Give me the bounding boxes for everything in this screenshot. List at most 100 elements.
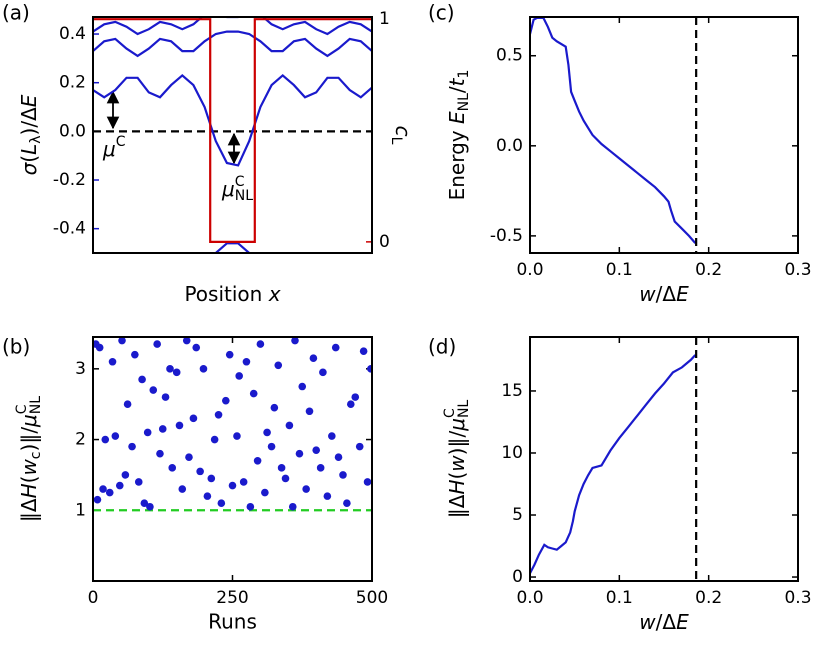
point [343,499,351,508]
point [134,478,143,486]
panel-label: (c) [428,1,455,25]
label-part: H [445,480,469,495]
point [182,337,191,345]
point [185,453,193,462]
label-part: L [388,137,404,145]
x-axis-label: Runs [208,610,257,634]
label-part: E [445,111,469,124]
point [192,343,201,352]
point [207,474,216,483]
y-tick-label: 1 [75,500,86,520]
x-axis-label: Position x [184,282,280,306]
label-part: ( [445,472,469,480]
point [196,467,204,476]
point [309,354,318,363]
y-tick-label: -0.5 [490,226,523,246]
y-axis-label: Energy ENL/t1 [445,70,473,201]
label-part: NL [456,400,472,418]
point [312,446,321,454]
label-part: NL [456,93,472,111]
label-part: w [445,455,469,472]
y-tick-label: 3 [75,359,86,379]
point [261,488,269,497]
x-tick-label: 250 [216,588,248,608]
label-part: 1 [456,70,472,79]
label-part: μ [102,137,116,161]
label-part: H [17,483,41,498]
x-tick-label: 0.2 [695,260,722,280]
point [217,499,226,508]
point [138,375,146,384]
label-part: ( [17,155,41,163]
point [156,449,164,458]
point [214,410,223,419]
point [128,442,136,451]
point [153,340,161,348]
point [274,361,283,370]
point [331,343,340,352]
point [146,502,154,511]
label-part: w [639,282,656,306]
label-part: / [445,86,469,93]
label-part: σ [17,161,41,175]
label-part: C [116,134,126,150]
line [93,17,372,36]
x-tick-label: 500 [356,588,388,608]
point [270,403,279,412]
point [256,340,265,348]
point [328,432,336,440]
x-tick-label: 0.1 [606,588,633,608]
line [93,73,372,167]
point [267,442,276,451]
frame [92,16,373,254]
point [93,495,102,504]
point [131,350,139,359]
point [235,372,243,380]
label-part: μ [445,418,469,432]
x-tick-label: 0.3 [784,260,811,280]
label-part: x [268,282,281,306]
line [93,30,372,58]
point [175,421,184,430]
point [302,485,310,493]
point [316,464,325,472]
label-part: ( [17,476,41,484]
frame [92,336,373,582]
y-tick-label: 0.5 [496,46,523,66]
point [168,464,177,472]
point [246,502,255,511]
y-axis-label: ‖ΔH(wc)‖/μNLC [14,396,44,522]
point [367,365,372,373]
y2-axis-label: cL [388,126,416,145]
y-tick-label: 0.0 [496,136,523,156]
x-tick-label: 0.3 [784,588,811,608]
point [263,428,271,437]
y2-tick-label: 1 [379,9,390,29]
label-part: /Δ [656,282,677,306]
label-part: c [392,126,416,137]
label-part: C [442,408,458,418]
point [95,343,104,352]
point [363,478,372,486]
y-tick-label: 0.0 [59,121,86,141]
label-part: t [445,77,469,86]
point [189,414,198,423]
point [121,471,130,479]
label-part: /Δ [656,610,677,634]
label-part: ‖Δ [17,498,41,522]
point [143,428,152,437]
point [281,474,290,483]
point [228,481,237,490]
y-tick-label: 5 [512,505,523,525]
point [242,357,251,366]
label-part: Position [184,282,268,306]
point [249,389,258,398]
x-tick-label: 0.0 [516,260,543,280]
label-part: μ [221,177,235,201]
line [530,354,697,574]
point [277,464,286,472]
label-part: C [14,404,30,414]
label-part: μ [17,414,41,428]
line [530,17,697,244]
point [105,488,114,497]
